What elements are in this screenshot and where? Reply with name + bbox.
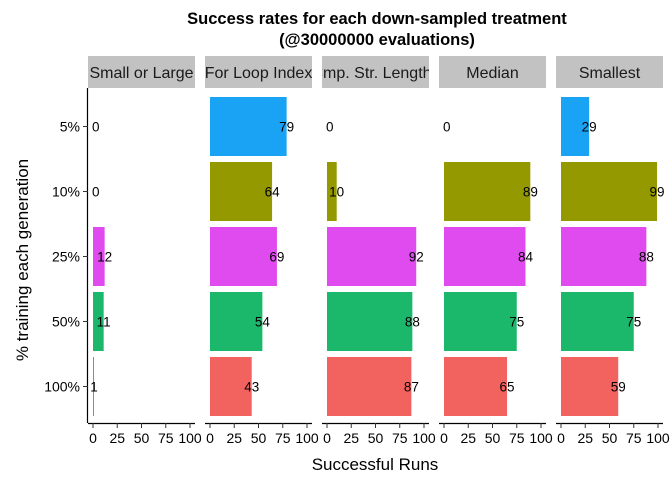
x-tick-label: 100 (178, 430, 202, 446)
bar (327, 292, 413, 351)
x-tick-label: 75 (509, 430, 525, 446)
x-tick-label: 25 (343, 430, 359, 446)
data-label: 0 (443, 120, 451, 135)
x-tick-label: 0 (206, 430, 214, 446)
y-tick-label: 25% (52, 249, 80, 265)
bar (444, 227, 526, 286)
x-tick-label: 0 (557, 430, 565, 446)
facet-strip-label: Small or Large (89, 65, 193, 82)
facet-strip-label: Median (466, 65, 518, 82)
chart-subtitle: (@30000000 evaluations) (279, 31, 475, 49)
data-label: 75 (509, 315, 524, 330)
data-label: 64 (265, 185, 281, 200)
data-label: 69 (269, 250, 284, 265)
data-label: 0 (92, 185, 100, 200)
x-tick-label: 50 (602, 430, 618, 446)
bar (93, 292, 104, 351)
x-tick-label: 50 (134, 430, 150, 446)
x-tick-label: 50 (368, 430, 384, 446)
bar (327, 162, 337, 221)
data-label: 1 (90, 380, 98, 395)
x-tick-label: 100 (412, 430, 436, 446)
x-tick-label: 0 (89, 430, 97, 446)
x-tick-label: 25 (226, 430, 242, 446)
facet-strip-label: Cmp. Str. Lengths (311, 65, 439, 82)
facet-strip-label: For Loop Index (205, 65, 313, 82)
x-tick-label: 25 (460, 430, 476, 446)
data-label: 92 (409, 250, 424, 265)
x-tick-label: 25 (109, 430, 125, 446)
bar (93, 227, 105, 286)
y-axis-title: % training each generation (13, 159, 32, 361)
bar (210, 162, 273, 221)
data-label: 43 (244, 380, 259, 395)
data-label: 88 (639, 250, 654, 265)
data-label: 99 (650, 185, 665, 200)
chart-title: Success rates for each down-sampled trea… (187, 10, 567, 28)
bar (561, 227, 647, 286)
y-tick-label: 10% (52, 184, 80, 200)
facet-strip-label: Smallest (579, 65, 641, 82)
facet-strip (88, 56, 195, 88)
bar (210, 292, 263, 351)
bar (210, 97, 287, 156)
bar (444, 292, 517, 351)
x-tick-label: 0 (440, 430, 448, 446)
bar (327, 357, 412, 416)
x-tick-label: 25 (577, 430, 593, 446)
facet-strip (322, 56, 429, 88)
facet-strip (439, 56, 546, 88)
panel: Cmp. Str. Lengths 0 10 92 88 87 0 25 50 75 100 (311, 56, 439, 446)
x-tick-label: 75 (275, 430, 291, 446)
data-label: 10 (329, 185, 344, 200)
bar (210, 227, 277, 286)
bar (561, 162, 658, 221)
bar (561, 357, 619, 416)
bar (444, 162, 531, 221)
x-tick-label: 75 (392, 430, 408, 446)
data-label: 29 (582, 120, 597, 135)
y-tick-label: 5% (60, 119, 80, 135)
data-label: 12 (97, 250, 112, 265)
data-label: 89 (523, 185, 538, 200)
data-label: 0 (326, 120, 334, 135)
x-tick-label: 100 (529, 430, 553, 446)
bar (210, 357, 252, 416)
x-tick-label: 100 (646, 430, 670, 446)
x-tick-label: 50 (251, 430, 267, 446)
x-tick-label: 75 (158, 430, 174, 446)
x-tick-label: 0 (323, 430, 331, 446)
x-tick-label: 100 (295, 430, 319, 446)
bar (561, 292, 634, 351)
y-tick-label: 50% (52, 314, 80, 330)
data-label: 59 (611, 380, 626, 395)
data-label: 54 (255, 315, 271, 330)
data-label: 0 (92, 120, 100, 135)
data-label: 88 (405, 315, 420, 330)
panel: For Loop Index 79 64 69 54 43 0 25 50 75 100 (205, 56, 319, 446)
facet-strip (205, 56, 312, 88)
y-axis: 5% 10% 25% 50% 100% (44, 88, 89, 423)
data-label: 65 (500, 380, 515, 395)
bar (561, 97, 590, 156)
data-label: 79 (279, 120, 294, 135)
data-label: 11 (97, 315, 111, 330)
data-label: 84 (518, 250, 534, 265)
x-tick-label: 50 (485, 430, 501, 446)
x-tick-label: 75 (626, 430, 642, 446)
bar (327, 227, 417, 286)
data-label: 87 (404, 380, 419, 395)
y-tick-label: 100% (44, 379, 80, 395)
facet-strip (556, 56, 663, 88)
bar (93, 357, 94, 416)
bar (444, 357, 508, 416)
x-axis-title: Successful Runs (312, 455, 439, 474)
data-label: 75 (626, 315, 641, 330)
